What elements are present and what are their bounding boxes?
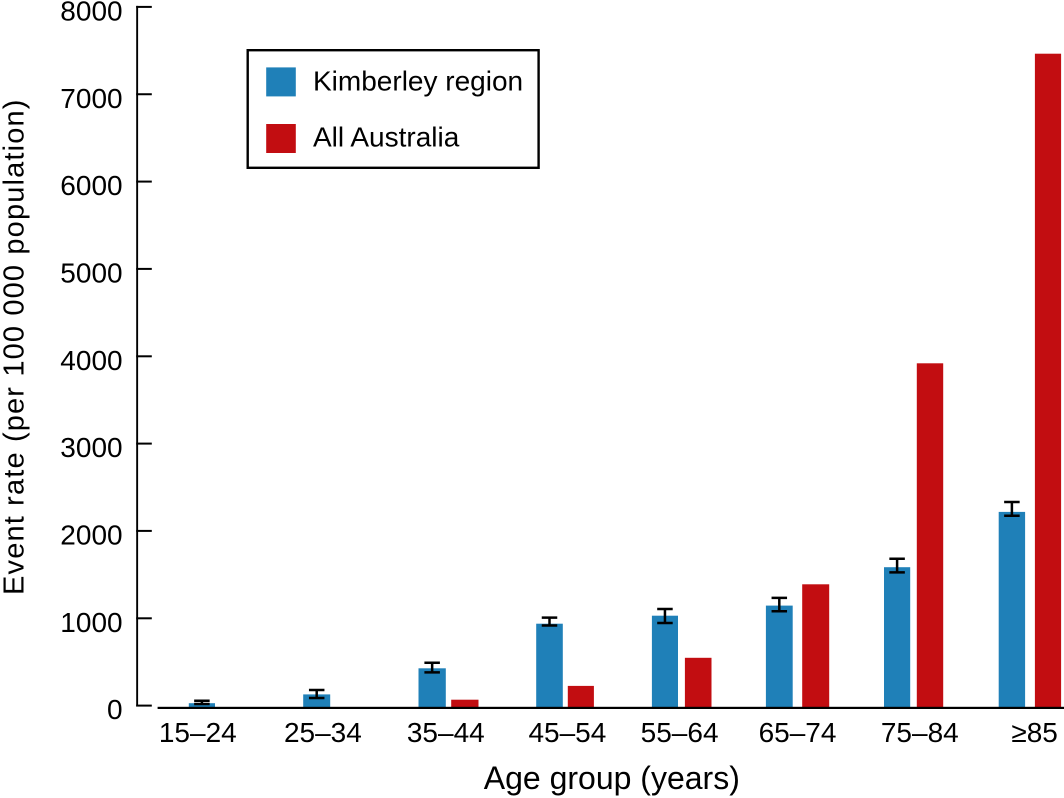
svg-text:Event rate (per 100 000 popula: Event rate (per 100 000 population) (0, 98, 31, 595)
svg-text:0: 0 (107, 694, 123, 725)
svg-text:8000: 8000 (60, 0, 122, 27)
svg-text:All Australia: All Australia (313, 122, 460, 153)
svg-text:3000: 3000 (60, 432, 122, 463)
svg-text:6000: 6000 (60, 170, 122, 201)
svg-text:4000: 4000 (60, 345, 122, 376)
svg-text:2000: 2000 (60, 520, 122, 551)
svg-text:1000: 1000 (60, 607, 122, 638)
svg-text:25–34: 25–34 (284, 717, 362, 748)
svg-text:15–24: 15–24 (159, 717, 237, 748)
svg-text:35–44: 35–44 (407, 717, 485, 748)
svg-text:45–54: 45–54 (528, 717, 606, 748)
svg-text:65–74: 65–74 (759, 717, 837, 748)
svg-text:≥85: ≥85 (1011, 717, 1058, 748)
svg-text:55–64: 55–64 (641, 717, 719, 748)
svg-text:75–84: 75–84 (881, 717, 959, 748)
svg-text:Age group (years): Age group (years) (484, 760, 740, 796)
svg-text:7000: 7000 (60, 83, 122, 114)
svg-text:5000: 5000 (60, 258, 122, 289)
svg-text:Kimberley region: Kimberley region (313, 65, 523, 96)
